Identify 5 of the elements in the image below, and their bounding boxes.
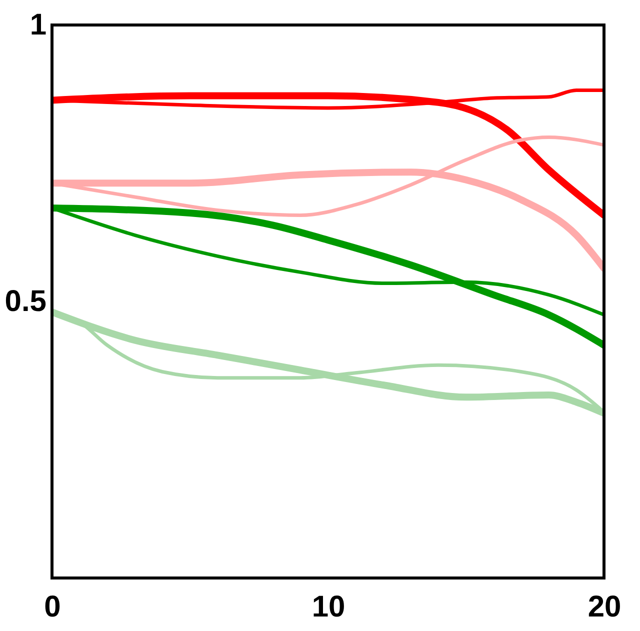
x-tick-label: 10 <box>312 590 346 624</box>
y-tick-label: 0.5 <box>4 285 46 318</box>
x-tick-label: 0 <box>44 590 61 624</box>
y-tick-label: 1 <box>30 8 46 42</box>
x-tick-label: 20 <box>588 590 622 624</box>
